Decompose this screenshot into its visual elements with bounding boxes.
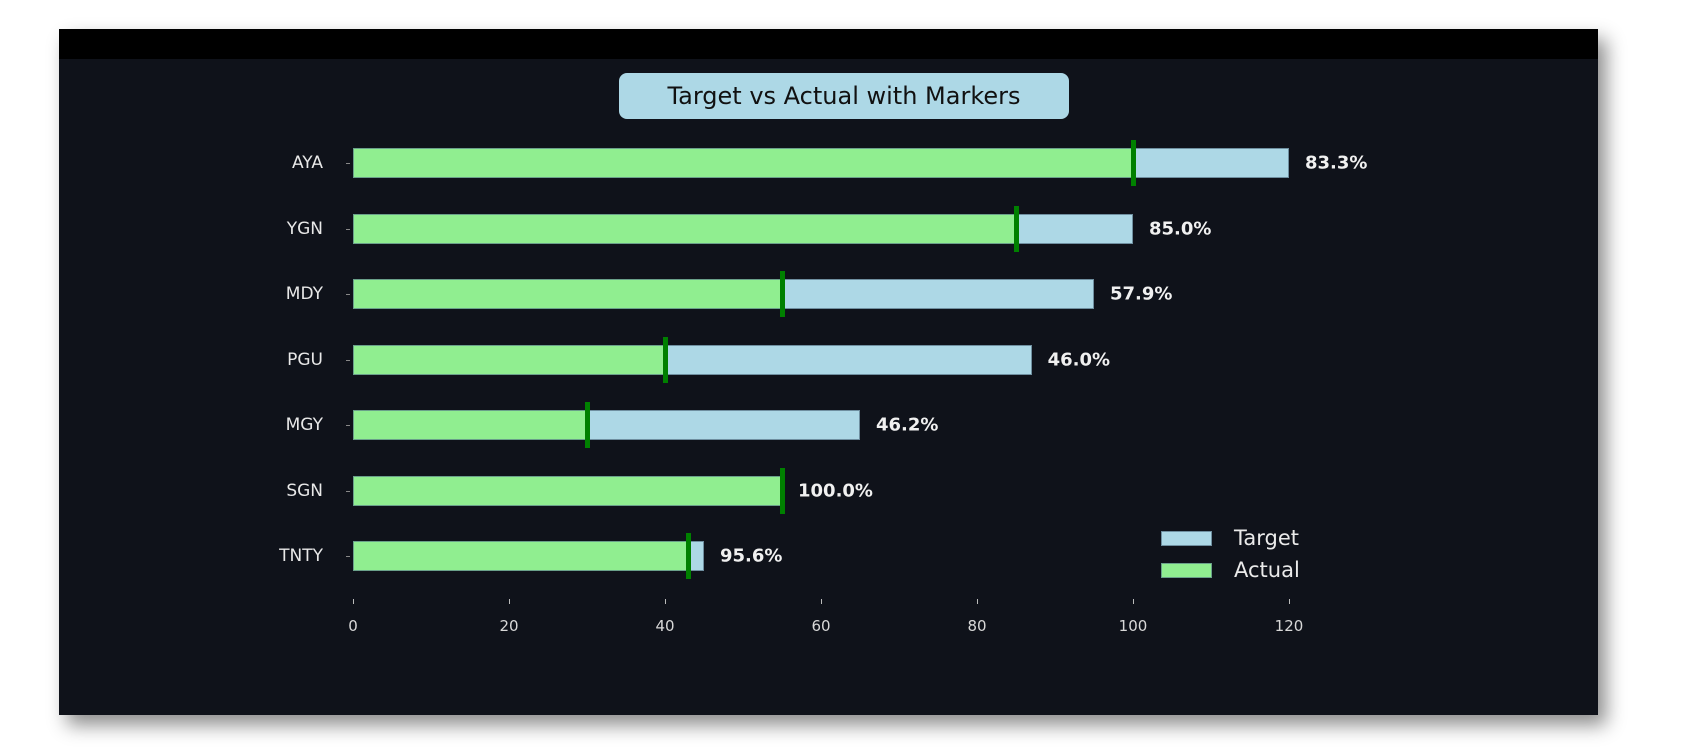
actual-marker (685, 533, 691, 579)
actual-bar (353, 213, 1016, 244)
plot-area: AYA 83.3% YGN 85.0% MDY 57.9% PGU 46.0% MGY 46.2%… (59, 29, 1598, 715)
legend-label-target: Target (1234, 526, 1299, 550)
percent-label: 95.6% (720, 545, 783, 567)
x-tick-label: 20 (499, 617, 519, 635)
x-tick-label: 60 (811, 617, 831, 635)
percent-label: 46.0% (1047, 349, 1111, 370)
actual-marker (1013, 205, 1019, 252)
y-tick-label: YGN (286, 218, 323, 239)
legend-item-actual: Actual (1161, 554, 1300, 586)
legend-swatch-actual (1161, 562, 1212, 578)
percent-label: 83.3% (1305, 152, 1368, 174)
x-tick-label: 40 (655, 617, 675, 635)
legend-label-actual: Actual (1234, 558, 1300, 582)
chart-frame: Target vs Actual with Markers AYA 83.3% YG… (59, 29, 1598, 715)
x-tick-mark (509, 599, 510, 604)
x-tick-mark (1133, 599, 1134, 604)
x-tick-mark (353, 599, 354, 604)
actual-marker (662, 336, 668, 383)
x-tick-mark (1289, 599, 1290, 604)
y-tick-label: AYA (291, 153, 323, 173)
actual-marker (779, 467, 785, 514)
actual-marker (779, 271, 785, 317)
y-tick-label: MDY (285, 284, 323, 304)
x-tick-mark (821, 599, 822, 604)
x-tick-label: 120 (1274, 617, 1304, 635)
y-tick-label: TNTY (279, 546, 323, 566)
top-bar (59, 29, 1598, 59)
y-tick-mark (346, 163, 350, 164)
y-tick-label: PGU (287, 349, 323, 370)
actual-bar (353, 475, 782, 506)
actual-bar (353, 344, 665, 375)
y-tick-mark (346, 556, 350, 557)
x-tick-mark (977, 599, 978, 604)
y-tick-mark (346, 294, 350, 295)
x-tick-mark (665, 599, 666, 604)
percent-label: 46.2% (876, 414, 939, 436)
actual-bar (353, 410, 587, 440)
chart-title: Target vs Actual with Markers (619, 73, 1069, 119)
percent-label: 57.9% (1110, 283, 1173, 305)
x-tick-label: 100 (1118, 617, 1148, 635)
actual-marker (1130, 140, 1136, 186)
x-tick-label: 0 (348, 617, 358, 635)
y-tick-mark (346, 228, 350, 230)
actual-bar (353, 541, 689, 571)
x-tick-label: 80 (967, 617, 987, 635)
y-tick-mark (346, 490, 350, 492)
y-tick-mark (346, 359, 350, 361)
y-tick-label: MGY (285, 415, 323, 435)
percent-label: 100.0% (798, 480, 873, 501)
actual-bar (353, 148, 1133, 178)
legend-item-target: Target (1161, 522, 1300, 554)
legend-swatch-target (1161, 530, 1212, 546)
percent-label: 85.0% (1149, 218, 1212, 239)
actual-bar (353, 279, 782, 309)
y-tick-mark (346, 425, 350, 426)
y-tick-label: SGN (286, 480, 323, 501)
legend: Target Actual (1161, 522, 1300, 586)
actual-marker (584, 402, 590, 448)
